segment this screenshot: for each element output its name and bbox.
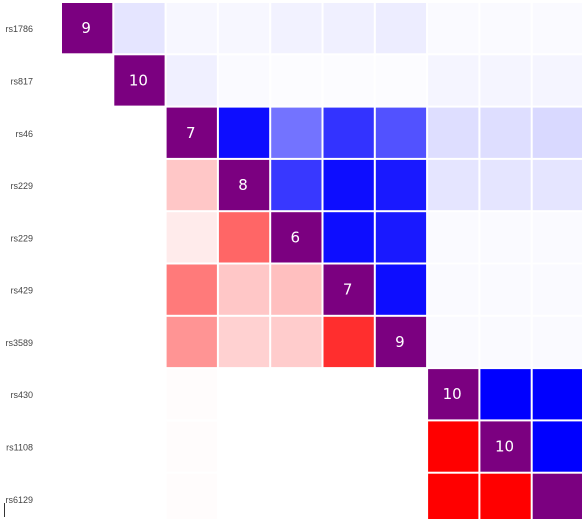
- diagonal-label-5: 7: [343, 281, 353, 299]
- ld-cell-2-9: [532, 107, 582, 158]
- ld-cell-4-3: [218, 212, 270, 263]
- diagonal-cell-4-4: [271, 212, 322, 263]
- ld-cell-2-8: [480, 107, 531, 158]
- row-label-8: rs1108: [6, 443, 33, 453]
- diagonal-cell-5-5: [323, 264, 374, 315]
- ld-cell-6-8: [480, 317, 530, 367]
- ld-cell-1-8: [480, 55, 531, 106]
- ld-cell-6-4: [271, 316, 322, 368]
- ld-cell-3-9: [532, 159, 582, 211]
- ld-cell-0-7: [428, 3, 478, 53]
- diagonal-label-1: 10: [129, 71, 148, 89]
- ld-cell-0-4: [271, 3, 322, 54]
- ld-cell-7-8: [480, 369, 531, 420]
- diagonal-label-0: 9: [81, 19, 91, 37]
- ld-cell-4-5: [323, 212, 374, 263]
- row-label-6: rs3589: [5, 338, 33, 348]
- heatmap-cells: 9 10 7 8 6 7 9 10 10: [62, 3, 582, 519]
- ld-cell-5-9: [533, 265, 582, 315]
- ld-cell-7-9: [532, 369, 582, 420]
- row-label-4: rs229: [10, 233, 33, 243]
- row-label-2: rs46: [15, 129, 33, 139]
- row-label-1: rs817: [10, 76, 33, 86]
- ld-cell-9-7: [428, 473, 479, 519]
- row-label-7: rs430: [10, 390, 33, 400]
- ld-cell-3-4: [271, 159, 322, 211]
- diagonal-label-4: 6: [291, 228, 301, 246]
- ld-cell-1-4: [271, 55, 321, 105]
- ld-cell-2-4: [271, 107, 322, 158]
- ld-cell-2-6: [375, 107, 427, 158]
- ld-cell-5-4: [271, 264, 322, 315]
- ld-cell-1-5: [324, 55, 374, 105]
- ld-cell-1-7: [428, 55, 479, 106]
- diagonal-label-6: 9: [395, 333, 405, 351]
- diagonal-label-7: 10: [443, 385, 462, 403]
- diagonal-cell-2-2: [166, 107, 217, 158]
- ld-cell-6-7: [428, 317, 478, 367]
- ld-cell-2-5: [323, 107, 374, 158]
- ld-cell-0-3: [219, 3, 269, 53]
- ld-cell-3-7: [428, 159, 479, 211]
- ld-cell-4-7: [428, 212, 478, 262]
- ld-cell-6-3: [218, 316, 270, 368]
- ld-cell-3-2: [166, 159, 217, 211]
- ld-cell-7-2: [167, 369, 217, 419]
- ld-cell-0-1: [114, 3, 165, 54]
- ld-cell-4-8: [480, 212, 530, 262]
- ld-cell-1-3: [219, 55, 269, 105]
- diagonal-cell-1-1: [114, 55, 165, 106]
- diagonal-cell-0-0: [62, 3, 113, 54]
- ld-cell-3-8: [480, 159, 531, 211]
- diagonal-cell-7-7: [428, 369, 479, 420]
- ld-cell-1-9: [532, 55, 582, 106]
- ld-cell-5-6: [375, 264, 427, 315]
- ld-cell-1-6: [376, 55, 426, 105]
- diagonal-cell-3-3: [218, 159, 270, 211]
- ld-cell-9-2: [167, 474, 217, 519]
- ld-cell-0-2: [167, 3, 217, 53]
- row-labels: rs1786 rs817 rs46 rs229 rs229 rs429 rs3589 rs43…: [5, 24, 33, 505]
- ld-cell-4-9: [533, 212, 582, 262]
- ld-cell-5-2: [166, 264, 217, 315]
- ld-cell-0-6: [375, 3, 427, 54]
- ld-cell-8-2: [167, 421, 217, 471]
- text-cursor: [4, 503, 5, 517]
- diagonal-label-2: 7: [186, 124, 196, 142]
- row-label-9: rs6129: [5, 495, 33, 505]
- ld-cell-2-7: [428, 107, 479, 158]
- ld-cell-8-9: [532, 421, 582, 472]
- ld-cell-3-6: [375, 159, 427, 211]
- ld-cell-2-3: [218, 107, 270, 158]
- ld-cell-9-8: [480, 473, 531, 519]
- ld-cell-6-9: [533, 317, 582, 367]
- row-label-0: rs1786: [5, 24, 33, 34]
- ld-cell-0-9: [533, 3, 582, 53]
- ld-cell-3-5: [323, 159, 374, 211]
- ld-cell-5-8: [480, 265, 530, 315]
- ld-cell-5-3: [218, 264, 270, 315]
- ld-cell-6-5: [323, 316, 374, 368]
- ld-cell-4-6: [375, 212, 427, 263]
- row-label-5: rs429: [10, 286, 33, 296]
- diagonal-label-8: 10: [495, 438, 514, 456]
- ld-cell-0-5: [323, 3, 374, 54]
- ld-cell-6-2: [166, 316, 217, 368]
- ld-cell-0-8: [480, 3, 530, 53]
- ld-cell-1-2: [166, 55, 217, 106]
- diagonal-cell-9-9: [532, 473, 582, 519]
- diagonal-cell-6-6: [375, 316, 427, 368]
- row-label-3: rs229: [10, 181, 33, 191]
- ld-cell-5-7: [428, 265, 478, 315]
- diagonal-label-3: 8: [238, 176, 248, 194]
- ld-cell-4-2: [166, 212, 217, 263]
- diagonal-cell-8-8: [480, 421, 531, 472]
- ld-cell-8-7: [428, 421, 479, 472]
